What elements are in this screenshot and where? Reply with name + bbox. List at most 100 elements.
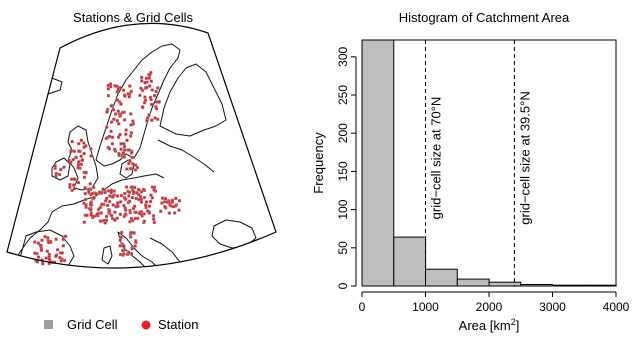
station-point: [128, 84, 132, 88]
station-point: [62, 244, 65, 248]
station-point: [134, 241, 138, 244]
station-point: [131, 219, 134, 222]
station-point: [116, 194, 119, 198]
station-point: [125, 139, 129, 142]
station-point: [155, 100, 158, 104]
station-point: [70, 189, 74, 192]
map-title: Stations & Grid Cells: [73, 10, 193, 25]
station-point: [144, 99, 147, 102]
station-point: [98, 190, 101, 194]
station-point: [148, 73, 152, 77]
station-point: [178, 199, 181, 203]
station-point: [128, 200, 131, 203]
station-point: [76, 166, 80, 169]
station-point: [89, 213, 93, 217]
station-point: [128, 211, 132, 214]
station-point: [116, 201, 120, 205]
station-point: [89, 208, 93, 212]
station-point: [127, 250, 130, 254]
station-point: [119, 147, 123, 151]
station-point: [145, 119, 149, 123]
station-point: [83, 186, 87, 190]
station-point: [88, 182, 92, 185]
station-point: [56, 248, 59, 252]
sardinia-coastline: [101, 245, 113, 265]
station-point: [160, 201, 164, 205]
station-point: [128, 191, 131, 194]
station-point: [111, 142, 114, 146]
station-point: [131, 196, 134, 199]
station-point: [89, 203, 92, 207]
station-point: [156, 86, 160, 90]
station-point: [145, 77, 148, 80]
station-point: [73, 177, 76, 181]
station-point: [136, 166, 139, 169]
station-point: [70, 140, 74, 143]
station-point: [144, 203, 147, 207]
station-point: [53, 164, 57, 168]
station-point: [116, 205, 120, 208]
station-point: [149, 200, 152, 203]
station-point: [59, 259, 63, 263]
station-point: [85, 214, 89, 217]
station-point: [153, 185, 156, 189]
station-point: [130, 151, 133, 155]
station-point: [92, 196, 96, 199]
station-point: [129, 167, 132, 171]
station-point: [113, 218, 117, 222]
station-point: [80, 163, 83, 166]
legend-grid-cell-marker: [44, 320, 53, 329]
station-point: [53, 167, 57, 170]
station-point: [33, 240, 37, 244]
station-point: [99, 219, 102, 223]
station-point: [117, 135, 120, 139]
black-sea-coastline: [211, 219, 257, 249]
station-point: [150, 118, 154, 122]
station-point: [73, 187, 76, 190]
map-data-points: [33, 71, 182, 266]
station-point: [125, 167, 129, 171]
station-point: [134, 168, 137, 172]
station-point: [108, 209, 111, 212]
station-point: [153, 94, 156, 97]
station-point: [129, 134, 132, 138]
station-point: [109, 130, 113, 133]
station-point: [46, 236, 50, 240]
station-point: [123, 148, 126, 152]
station-point: [145, 200, 148, 204]
station-point: [134, 163, 137, 167]
y-tick-label: 250: [336, 85, 350, 105]
station-point: [77, 142, 81, 145]
station-point: [79, 154, 83, 158]
station-point: [122, 142, 126, 145]
station-point: [63, 259, 66, 262]
station-point: [108, 194, 112, 198]
station-point: [64, 235, 67, 238]
station-point: [124, 208, 127, 212]
station-point: [153, 116, 157, 120]
station-point: [68, 183, 72, 186]
station-point: [117, 109, 120, 113]
station-point: [84, 198, 88, 201]
station-point: [100, 203, 104, 206]
histogram-panel: Histogram of Catchment Area grid−cell si…: [311, 10, 630, 333]
station-point: [40, 249, 43, 252]
station-point: [109, 191, 113, 194]
station-point: [126, 92, 130, 96]
station-point: [140, 198, 143, 201]
station-point: [102, 219, 106, 222]
station-point: [92, 186, 95, 189]
station-point: [121, 249, 124, 252]
station-point: [112, 189, 116, 193]
station-point: [84, 192, 87, 195]
station-point: [150, 79, 153, 83]
station-point: [130, 131, 133, 135]
y-axis-label: Frequency: [311, 132, 326, 194]
histogram-bar: [425, 268, 458, 287]
station-point: [108, 147, 111, 150]
station-point: [138, 94, 142, 97]
station-point: [84, 144, 88, 148]
station-point: [143, 196, 146, 199]
station-point: [39, 246, 43, 250]
station-point: [84, 206, 88, 209]
